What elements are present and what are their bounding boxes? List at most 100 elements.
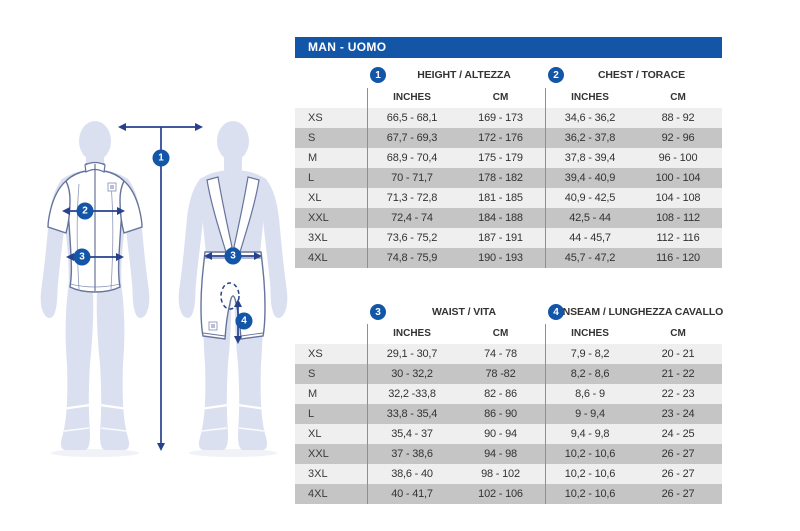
cell-value: 184 - 188 <box>478 212 523 224</box>
table-row: L 70 - 71,7 178 - 182 39,4 - 40,9 100 - … <box>295 168 722 188</box>
cell-value: 37,8 - 39,4 <box>545 148 634 168</box>
cell-value: 96 - 100 <box>658 152 698 164</box>
cell-value: 9,4 - 9,8 <box>545 424 634 444</box>
table-waist-inseam: 3 WAIST / VITA 4 INSEAM / LUNGHEZZA CAVA… <box>295 300 723 504</box>
size-label: XL <box>308 192 322 204</box>
size-label: XS <box>308 112 323 124</box>
table-row: XS 29,1 - 30,7 74 - 78 7,9 - 8,2 20 - 21 <box>295 344 722 364</box>
table-row: 4XL 40 - 41,7 102 - 106 10,2 - 10,6 26 -… <box>295 484 722 504</box>
cell-value: 10,2 - 10,6 <box>545 444 634 464</box>
column-headers: INCHES CM INCHES CM <box>295 324 722 344</box>
section-chest: 2 CHEST / TORACE <box>545 62 722 88</box>
waist-badge-jersey: 3 <box>73 248 91 266</box>
size-label: 4XL <box>308 252 328 264</box>
cell-value: 92 - 96 <box>661 132 695 144</box>
cell-value: 10,2 - 10,6 <box>545 464 634 484</box>
cell-value: 112 - 116 <box>656 232 700 244</box>
size-label: S <box>308 368 316 380</box>
cell-value: 44 - 45,7 <box>545 228 634 248</box>
col-header: INCHES <box>545 88 634 108</box>
cell-value: 181 - 185 <box>478 192 523 204</box>
cell-value: 40,9 - 42,5 <box>545 188 634 208</box>
cell-value: 90 - 94 <box>484 428 517 440</box>
cell-value: 78 -82 <box>485 368 516 380</box>
size-label: XS <box>308 348 323 360</box>
cell-value: 178 - 182 <box>478 172 523 184</box>
column-headers: INCHES CM INCHES CM <box>295 88 722 108</box>
waist-badge-number-2: 3 <box>230 251 236 262</box>
cell-value: 74 - 78 <box>484 348 517 360</box>
waist-badge-number: 3 <box>79 252 85 263</box>
height-badge-number: 1 <box>158 153 164 164</box>
table-row: M 68,9 - 70,4 175 - 179 37,8 - 39,4 96 -… <box>295 148 722 168</box>
size-label: XXL <box>308 448 329 460</box>
cell-value: 70 - 71,7 <box>367 168 456 188</box>
col-header: CM <box>670 92 686 103</box>
badge-2-icon: 2 <box>548 67 564 83</box>
jersey-logo-icon <box>107 182 117 192</box>
size-label: M <box>308 388 318 400</box>
badge-4-icon: 4 <box>548 304 564 320</box>
cell-value: 86 - 90 <box>484 408 517 420</box>
inseam-badge-number: 4 <box>241 316 247 327</box>
table-row: M 32,2 -33,8 82 - 86 8,6 - 9 22 - 23 <box>295 384 722 404</box>
chest-badge-number: 2 <box>82 206 88 217</box>
badge-3-icon: 3 <box>370 304 386 320</box>
cell-value: 20 - 21 <box>661 348 695 360</box>
cell-value: 34,6 - 36,2 <box>545 108 634 128</box>
table-row: 3XL 38,6 - 40 98 - 102 10,2 - 10,6 26 - … <box>295 464 722 484</box>
cell-value: 88 - 92 <box>661 112 695 124</box>
cell-value: 21 - 22 <box>661 368 695 380</box>
table-row: 3XL 73,6 - 75,2 187 - 191 44 - 45,7 112 … <box>295 228 722 248</box>
col-header: INCHES <box>545 324 634 344</box>
table-head: 1 HEIGHT / ALTEZZA 2 CHEST / TORACE <box>295 62 722 88</box>
cell-value: 30 - 32,2 <box>367 364 456 384</box>
cell-value: 26 - 27 <box>661 468 695 480</box>
chart-title-bar: MAN - UOMO <box>295 37 722 58</box>
cell-value: 100 - 104 <box>655 172 701 184</box>
cell-value: 74,8 - 75,9 <box>367 248 456 268</box>
waist-badge-shorts: 3 <box>224 247 242 265</box>
table-row: S 67,7 - 69,3 172 - 176 36,2 - 37,8 92 -… <box>295 128 722 148</box>
cell-value: 7,9 - 8,2 <box>545 344 634 364</box>
cell-value: 67,7 - 69,3 <box>367 128 456 148</box>
table-row: XL 71,3 - 72,8 181 - 185 40,9 - 42,5 104… <box>295 188 722 208</box>
cell-value: 8,6 - 9 <box>545 384 634 404</box>
cell-value: 36,2 - 37,8 <box>545 128 634 148</box>
cell-value: 35,4 - 37 <box>367 424 456 444</box>
shorts-logo-icon <box>208 321 218 331</box>
cell-value: 187 - 191 <box>478 232 523 244</box>
table-row: XL 35,4 - 37 90 - 94 9,4 - 9,8 24 - 25 <box>295 424 722 444</box>
size-label: XXL <box>308 212 329 224</box>
table-row: XS 66,5 - 68,1 169 - 173 34,6 - 36,2 88 … <box>295 108 722 128</box>
cell-value: 104 - 108 <box>655 192 701 204</box>
cell-value: 40 - 41,7 <box>367 484 456 504</box>
cell-value: 24 - 25 <box>661 428 695 440</box>
cell-value: 22 - 23 <box>661 388 695 400</box>
section-height: 1 HEIGHT / ALTEZZA <box>367 62 545 88</box>
inseam-badge: 4 <box>235 312 253 330</box>
col-header: INCHES <box>367 324 456 344</box>
cell-value: 172 - 176 <box>478 132 523 144</box>
section-inseam: 4 INSEAM / LUNGHEZZA CAVALLO <box>545 300 723 324</box>
cell-value: 73,6 - 75,2 <box>367 228 456 248</box>
size-label: 4XL <box>308 488 328 500</box>
figure-illustration: 1 2 3 <box>0 100 300 531</box>
cell-value: 26 - 27 <box>661 448 695 460</box>
cell-value: 38,6 - 40 <box>367 464 456 484</box>
cell-value: 94 - 98 <box>484 448 517 460</box>
col-header: CM <box>492 92 509 103</box>
cell-value: 169 - 173 <box>478 112 523 124</box>
cell-value: 32,2 -33,8 <box>367 384 456 404</box>
cell-value: 108 - 112 <box>656 212 700 224</box>
height-badge: 1 <box>152 149 170 167</box>
cell-value: 9 - 9,4 <box>545 404 634 424</box>
table-row: S 30 - 32,2 78 -82 8,2 - 8,6 21 - 22 <box>295 364 722 384</box>
size-label: S <box>308 132 316 144</box>
cell-value: 42,5 - 44 <box>545 208 634 228</box>
cell-value: 26 - 27 <box>661 488 695 500</box>
col-header: CM <box>492 328 509 339</box>
badge-1-icon: 1 <box>370 67 386 83</box>
cell-value: 10,2 - 10,6 <box>545 484 634 504</box>
section-chest-title: CHEST / TORACE <box>597 69 686 81</box>
